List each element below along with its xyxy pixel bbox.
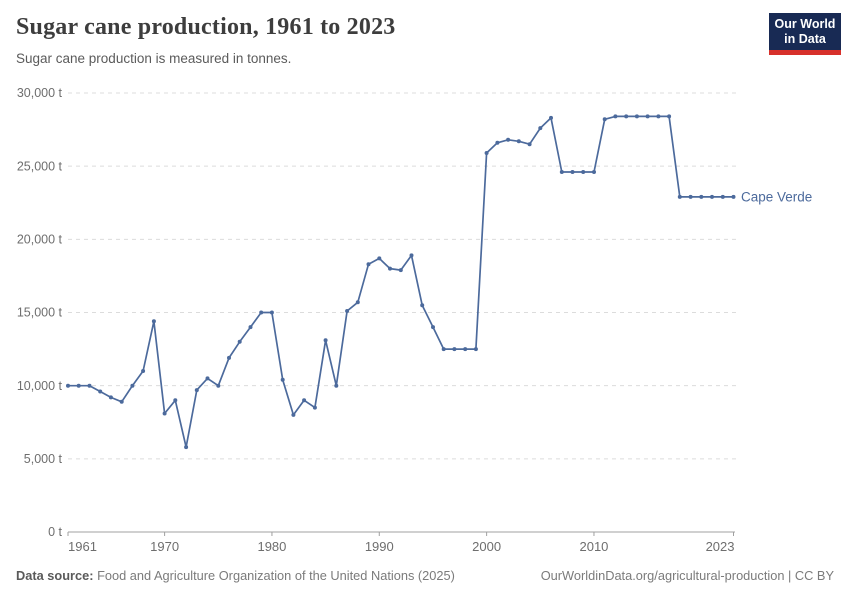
series-end-label: Cape Verde <box>741 189 812 204</box>
data-point-marker <box>237 339 242 344</box>
data-point-marker <box>323 338 328 343</box>
data-point-marker <box>87 383 92 388</box>
data-point-marker <box>592 170 596 174</box>
data-point-marker <box>151 319 156 324</box>
data-point-marker <box>527 142 532 147</box>
data-point-marker <box>645 114 650 119</box>
data-point-marker <box>130 383 135 388</box>
data-point-marker <box>484 151 489 155</box>
x-tick-label: 2010 <box>579 539 608 554</box>
data-point-marker <box>710 194 714 199</box>
data-point-marker <box>227 355 231 360</box>
data-point-marker <box>602 117 607 122</box>
data-point-marker <box>624 114 629 119</box>
data-point-marker <box>388 266 392 271</box>
data-point-marker <box>688 194 693 199</box>
owid-logo-accent-bar <box>769 50 841 55</box>
x-tick-label: 2023 <box>706 539 735 554</box>
y-tick-label: 30,000 t <box>17 86 63 100</box>
data-point-marker <box>463 347 468 352</box>
data-point-marker <box>656 114 661 119</box>
data-point-marker <box>677 194 682 199</box>
page-title: Sugar cane production, 1961 to 2023 <box>16 14 396 40</box>
data-point-marker <box>345 309 350 313</box>
data-point-marker <box>269 310 274 315</box>
data-point-marker <box>473 347 478 352</box>
chart-footer: Data source: Food and Agriculture Organi… <box>16 568 834 583</box>
data-point-marker <box>420 303 425 308</box>
data-point-marker <box>431 325 435 330</box>
x-tick-label: 1990 <box>365 539 394 554</box>
data-point-marker <box>259 310 264 315</box>
y-tick-label: 10,000 t <box>17 379 63 393</box>
x-tick-label: 1970 <box>150 539 179 554</box>
data-point-marker <box>173 398 178 403</box>
data-point-marker <box>441 347 446 352</box>
y-tick-label: 15,000 t <box>17 306 63 320</box>
y-tick-label: 0 t <box>48 525 62 539</box>
data-point-marker <box>108 395 113 400</box>
x-tick-label: 2000 <box>472 539 501 554</box>
owid-logo-text: Our World in Data <box>769 13 841 50</box>
data-point-marker <box>506 137 511 142</box>
data-point-marker <box>248 325 253 330</box>
data-point-marker <box>98 389 103 394</box>
data-point-marker <box>366 262 371 267</box>
data-point-marker <box>312 405 317 410</box>
data-point-marker <box>280 377 285 382</box>
data-point-marker <box>538 126 543 131</box>
data-point-marker <box>559 170 564 174</box>
data-point-marker <box>667 114 672 119</box>
data-point-marker <box>334 383 339 388</box>
data-point-marker <box>570 170 575 174</box>
data-source-text: Food and Agriculture Organization of the… <box>93 568 455 583</box>
y-tick-label: 25,000 t <box>17 159 63 173</box>
data-point-marker <box>452 347 457 352</box>
chart-subtitle: Sugar cane production is measured in ton… <box>16 51 292 66</box>
owid-logo[interactable]: Our World in Data <box>769 13 841 55</box>
data-point-marker <box>495 140 500 145</box>
y-tick-label: 5,000 t <box>24 452 63 466</box>
data-point-marker <box>141 369 146 373</box>
data-point-marker <box>76 383 81 388</box>
data-point-marker <box>216 383 221 388</box>
data-point-marker <box>66 383 70 388</box>
x-tick-label: 1961 <box>68 539 97 554</box>
data-point-marker <box>634 114 639 119</box>
data-source-label: Data source: <box>16 568 94 583</box>
data-point-marker <box>720 194 725 199</box>
data-point-marker <box>731 194 736 199</box>
data-point-marker <box>549 115 553 120</box>
data-point-marker <box>291 412 296 417</box>
y-tick-label: 20,000 t <box>17 233 63 247</box>
data-point-marker <box>302 398 307 403</box>
data-point-marker <box>355 300 360 305</box>
data-point-marker <box>398 268 403 273</box>
data-point-marker <box>516 139 521 144</box>
data-point-marker <box>184 445 189 450</box>
data-point-marker <box>699 194 704 199</box>
data-point-marker <box>194 388 199 393</box>
data-point-marker <box>581 170 586 174</box>
data-point-marker <box>377 256 382 261</box>
data-point-marker <box>613 114 618 119</box>
data-point-marker <box>409 253 414 258</box>
data-point-marker <box>205 376 210 381</box>
data-point-marker <box>119 399 124 404</box>
data-source-note: Data source: Food and Agriculture Organi… <box>16 568 455 583</box>
owid-url-link[interactable]: OurWorldinData.org/agricultural-producti… <box>540 568 834 583</box>
x-tick-label: 1980 <box>257 539 286 554</box>
data-point-marker <box>162 411 167 416</box>
